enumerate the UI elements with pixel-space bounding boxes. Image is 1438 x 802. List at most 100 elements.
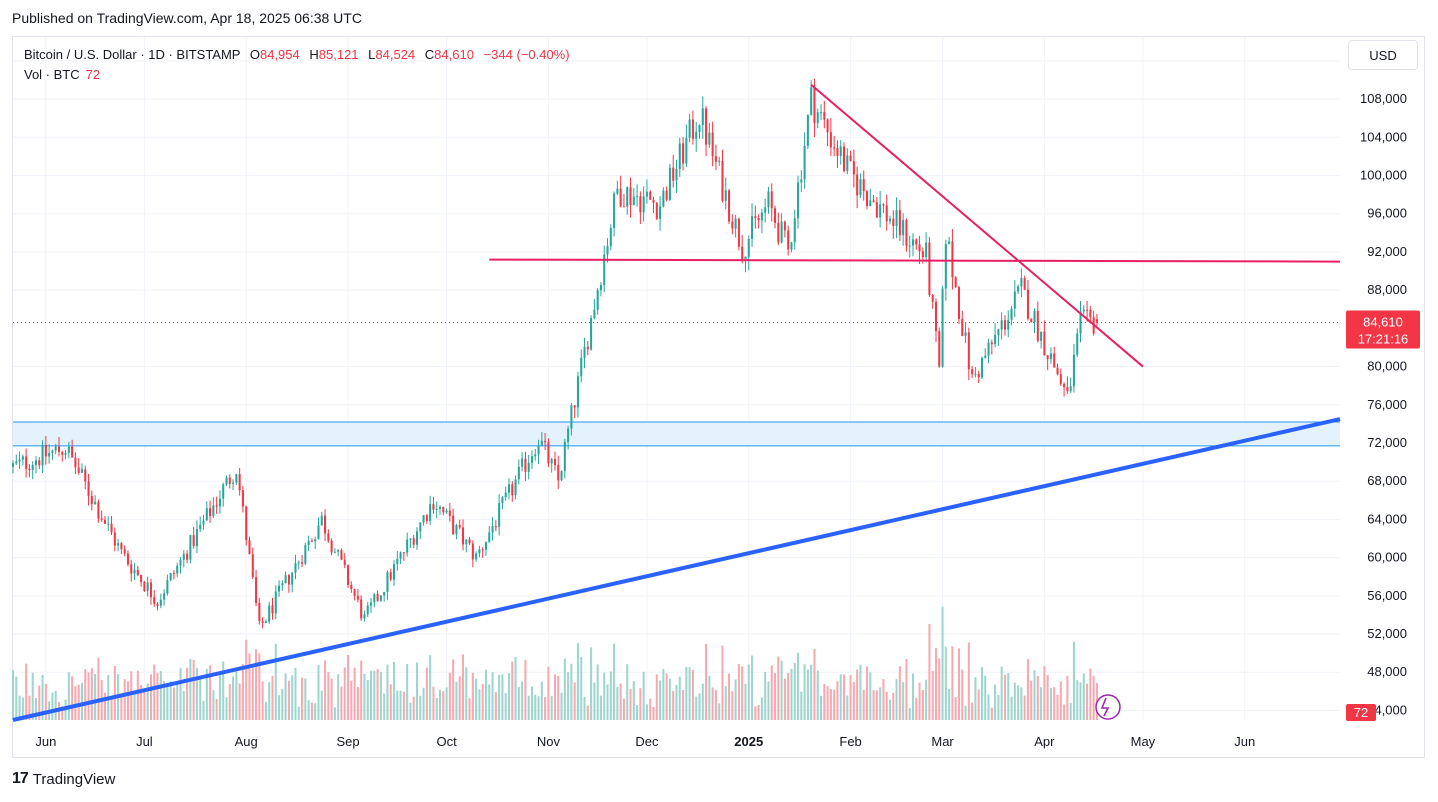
volume-bar [714,690,717,720]
volume-bar [1053,687,1056,720]
volume-bar [465,667,468,720]
candle-body [327,533,330,541]
volume-bar [21,697,24,720]
volume-bar [698,693,701,720]
currency-button[interactable]: USD [1348,40,1418,70]
candle-body [379,595,382,601]
volume-bar [944,647,947,720]
candle-body [619,188,622,207]
y-tick-label: 64,000 [1367,511,1407,526]
volume-bar [609,671,612,720]
candle-body [1017,286,1020,292]
candle-body [1007,319,1010,330]
volume-bar [291,675,294,720]
volume-bar [235,671,238,720]
volume-bar [948,689,951,720]
y-tick-label: 88,000 [1367,282,1407,297]
candle-body [718,160,721,162]
volume-bar [823,684,826,720]
published-caption: Published on TradingView.com, Apr 18, 20… [12,10,362,26]
candle-body [297,562,300,564]
volume-bar [557,675,560,720]
candle-body [149,582,152,598]
candle-body [820,112,823,114]
candle-body [169,573,172,581]
volume-bar [514,656,517,720]
volume-bar [675,684,678,720]
x-tick-label: May [1131,734,1156,749]
volume-bar [1076,680,1079,720]
volume-bar [363,673,366,720]
volume-bar [800,691,803,720]
candle-body [918,244,921,252]
candle-body [931,294,934,302]
candle-body [1059,374,1062,384]
volume-bar [580,657,583,720]
candle-body [406,539,409,553]
volume-bar [971,702,974,720]
candle-body [274,591,277,614]
candle-body [419,522,422,532]
candle-body [734,218,737,229]
volume-bar [222,661,225,720]
volume-bar [1020,687,1023,720]
candle-body [25,456,28,469]
symbol-title[interactable]: Bitcoin / U.S. Dollar · 1D · BITSTAMP [24,47,241,62]
candle-body [179,559,182,566]
volume-bar [540,681,543,720]
candle-body [856,174,859,196]
volume-bar [287,680,290,720]
candle-body [386,572,389,592]
volume-bar [941,606,944,720]
legend-ohlc-row: Bitcoin / U.S. Dollar · 1D · BITSTAMP O8… [24,45,570,65]
candle-body [396,558,399,565]
candle-body [829,132,832,148]
candle-body [370,602,373,606]
candle-body [652,199,655,203]
volume-bar [228,684,231,720]
candle-body [741,246,744,261]
candle-body [21,456,24,460]
candle-body [494,526,497,528]
candle-body [898,210,901,236]
volume-bar [415,662,419,720]
y-tick-label: 56,000 [1367,588,1407,603]
candle-body [645,191,648,197]
candle-body [153,597,156,604]
volume-bar [1063,704,1066,720]
candle-body [875,202,878,218]
y-tick-label: 80,000 [1367,359,1407,374]
volume-bar [790,668,793,720]
candle-body [123,549,126,554]
volume-bar [97,657,100,720]
candle-body [1013,291,1016,309]
volume-bar [642,671,645,720]
volume-bar [54,690,57,720]
candle-body [626,187,629,207]
volume-bar [826,686,829,720]
volume-bar [159,671,162,720]
candle-body [583,346,586,358]
candle-body [668,167,671,200]
volume-bar [399,690,402,720]
volume-bar [324,660,327,720]
volume-tag-text: 72 [1354,705,1368,720]
candle-body [622,206,625,208]
volume-bar [186,667,189,720]
volume-bar [974,677,977,720]
volume-bar [691,669,694,720]
candle-body [310,540,313,542]
tradingview-logo[interactable]: 17 TradingView [12,770,115,788]
candle-body [665,190,668,200]
candle-body [514,479,517,496]
candle-body [429,504,432,521]
volume-label[interactable]: Vol · BTC [24,67,80,82]
volume-bar [31,672,34,720]
volume-bar [875,690,878,720]
close-label: C [424,47,435,62]
candle-body [540,440,543,446]
volume-bar [872,690,875,720]
candle-body [356,595,359,600]
y-tick-label: 76,000 [1367,397,1407,412]
